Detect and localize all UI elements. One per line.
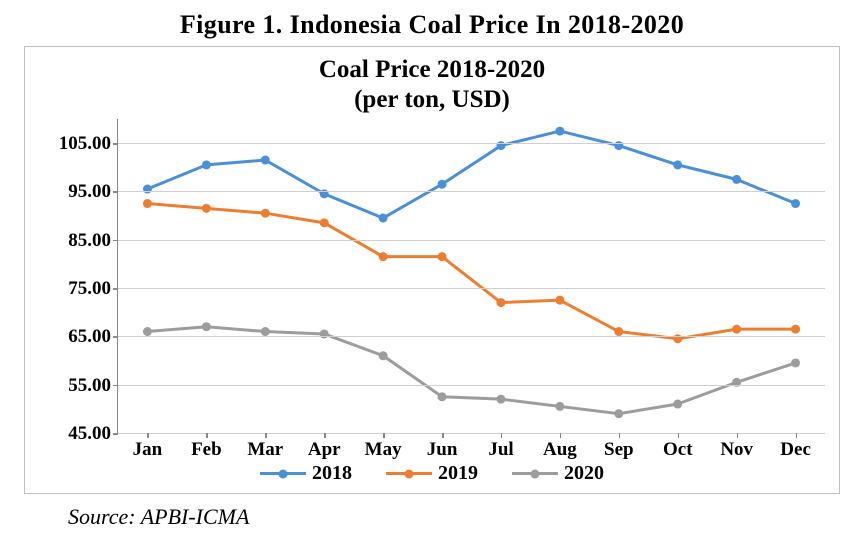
y-tick-mark xyxy=(113,336,118,338)
series-line-2020 xyxy=(147,327,795,414)
chart-title-line1: Coal Price 2018-2020 xyxy=(39,55,825,85)
series-marker-2020 xyxy=(791,358,800,367)
plot-area: JanFebMarAprMayJunJulAugSepOctNovDec xyxy=(117,119,825,434)
y-axis: 105.0095.0085.0075.0065.0055.0045.00 xyxy=(39,119,117,434)
series-marker-2019 xyxy=(614,327,623,336)
x-tick-mark xyxy=(442,433,444,438)
y-tick-label: 65.00 xyxy=(68,326,111,348)
series-marker-2018 xyxy=(320,189,329,198)
series-marker-2018 xyxy=(379,214,388,223)
series-marker-2018 xyxy=(496,141,505,150)
y-tick-mark xyxy=(113,385,118,387)
chart-svg xyxy=(118,119,825,433)
legend-item-2020: 2020 xyxy=(512,462,604,485)
legend-item-2019: 2019 xyxy=(386,462,478,485)
plot-wrap: 105.0095.0085.0075.0065.0055.0045.00 Jan… xyxy=(39,119,825,434)
x-tick-mark xyxy=(619,433,621,438)
legend-swatch-icon xyxy=(260,472,306,475)
figure-container: Figure 1. Indonesia Coal Price In 2018-2… xyxy=(0,0,864,542)
x-tick-mark xyxy=(560,433,562,438)
series-marker-2019 xyxy=(791,325,800,334)
y-tick-label: 75.00 xyxy=(68,278,111,300)
x-tick-mark xyxy=(324,433,326,438)
figure-caption: Figure 1. Indonesia Coal Price In 2018-2… xyxy=(24,10,840,40)
x-tick-mark xyxy=(383,433,385,438)
series-marker-2019 xyxy=(202,204,211,213)
x-tick-mark xyxy=(147,433,149,438)
x-tick-mark xyxy=(737,433,739,438)
y-tick-label: 95.00 xyxy=(68,181,111,203)
series-marker-2020 xyxy=(261,327,270,336)
series-line-2019 xyxy=(147,204,795,339)
legend-swatch-icon xyxy=(386,472,432,475)
x-axis: JanFebMarAprMayJunJulAugSepOctNovDec xyxy=(118,433,825,461)
y-tick-mark xyxy=(113,240,118,242)
y-tick-label: 55.00 xyxy=(68,375,111,397)
series-marker-2018 xyxy=(202,160,211,169)
series-marker-2018 xyxy=(732,175,741,184)
series-marker-2020 xyxy=(732,378,741,387)
series-marker-2018 xyxy=(555,127,564,136)
x-tick-mark xyxy=(678,433,680,438)
series-marker-2018 xyxy=(438,180,447,189)
x-tick-mark xyxy=(265,433,267,438)
y-tick-mark xyxy=(113,143,118,145)
series-marker-2020 xyxy=(555,402,564,411)
source-line: Source: APBI-ICMA xyxy=(24,494,840,530)
series-marker-2020 xyxy=(496,395,505,404)
y-tick-mark xyxy=(113,288,118,290)
series-marker-2020 xyxy=(379,351,388,360)
y-tick-label: 105.00 xyxy=(59,133,111,155)
series-marker-2019 xyxy=(320,218,329,227)
legend-label: 2020 xyxy=(564,462,604,485)
series-marker-2019 xyxy=(673,334,682,343)
series-marker-2019 xyxy=(496,298,505,307)
series-marker-2019 xyxy=(379,252,388,261)
legend-swatch-icon xyxy=(512,472,558,475)
series-marker-2018 xyxy=(261,156,270,165)
x-tick-mark xyxy=(796,433,798,438)
series-marker-2019 xyxy=(438,252,447,261)
y-tick-mark xyxy=(113,191,118,193)
series-marker-2020 xyxy=(438,392,447,401)
series-marker-2018 xyxy=(614,141,623,150)
series-marker-2020 xyxy=(202,322,211,331)
series-marker-2020 xyxy=(143,327,152,336)
series-marker-2019 xyxy=(732,325,741,334)
y-tick-label: 45.00 xyxy=(68,423,111,445)
series-marker-2018 xyxy=(791,199,800,208)
series-marker-2020 xyxy=(320,329,329,338)
series-marker-2019 xyxy=(261,209,270,218)
x-tick-mark xyxy=(206,433,208,438)
chart-title: Coal Price 2018-2020 (per ton, USD) xyxy=(39,55,825,115)
series-line-2018 xyxy=(147,131,795,218)
y-tick-mark xyxy=(113,433,118,435)
series-marker-2020 xyxy=(614,409,623,418)
chart-title-line2: (per ton, USD) xyxy=(39,85,825,115)
legend-item-2018: 2018 xyxy=(260,462,352,485)
series-marker-2018 xyxy=(143,185,152,194)
legend-label: 2018 xyxy=(312,462,352,485)
series-marker-2020 xyxy=(673,400,682,409)
series-marker-2019 xyxy=(555,296,564,305)
x-tick-mark xyxy=(501,433,503,438)
series-marker-2019 xyxy=(143,199,152,208)
legend-label: 2019 xyxy=(438,462,478,485)
chart-outer-border: Coal Price 2018-2020 (per ton, USD) 105.… xyxy=(24,46,840,494)
series-marker-2018 xyxy=(673,160,682,169)
y-tick-label: 85.00 xyxy=(68,230,111,252)
